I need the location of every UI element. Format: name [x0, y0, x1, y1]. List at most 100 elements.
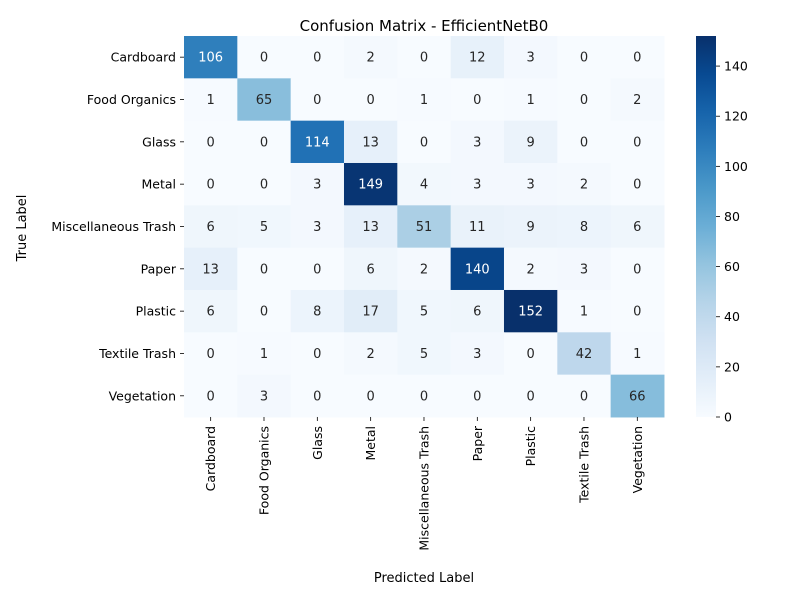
heatmap-cell: [343, 247, 398, 291]
cell-value-label: 6: [473, 305, 481, 320]
heatmap-cell: [237, 162, 292, 206]
heatmap-cell: [343, 120, 398, 164]
chart-title: Confusion Matrix - EfficientNetB0: [300, 17, 549, 35]
heatmap-cell: [557, 332, 612, 376]
heatmap-cell: [503, 332, 558, 376]
colorbar-tick-label: 60: [724, 259, 740, 274]
x-tick-label: Glass: [310, 426, 325, 460]
heatmap-cell: [290, 289, 345, 333]
cell-value-label: 0: [260, 135, 268, 150]
heatmap-cell: [184, 120, 238, 164]
cell-value-label: 6: [207, 305, 215, 320]
cell-value-label: 0: [207, 178, 215, 193]
heatmap-cell: [610, 120, 665, 164]
heatmap-cell: [290, 374, 345, 418]
heatmap-cell: [237, 247, 292, 291]
heatmap-cells: [184, 36, 665, 418]
cell-value-label: 3: [260, 389, 268, 404]
heatmap-cell: [237, 289, 292, 333]
cell-value-label: 2: [367, 51, 375, 66]
heatmap-cell: [610, 374, 665, 418]
heatmap-cell: [503, 78, 558, 122]
cell-value-label: 2: [367, 347, 375, 362]
cell-value-label: 1: [526, 93, 534, 108]
cell-value-label: 152: [518, 305, 543, 320]
cell-value-label: 3: [473, 178, 481, 193]
heatmap-cell: [503, 247, 558, 291]
heatmap-cell: [343, 289, 398, 333]
cell-value-label: 0: [580, 135, 588, 150]
cell-value-label: 3: [473, 135, 481, 150]
cell-value-label: 65: [256, 93, 273, 108]
heatmap-cell: [450, 205, 505, 249]
cell-value-label: 51: [416, 220, 433, 235]
heatmap-cell: [237, 374, 292, 418]
heatmap-cell: [184, 247, 238, 291]
cell-value-label: 1: [420, 93, 428, 108]
cell-value-label: 3: [580, 262, 588, 277]
cell-value-label: 9: [526, 135, 534, 150]
cell-value-label: 8: [580, 220, 588, 235]
cell-value-label: 3: [526, 178, 534, 193]
cell-value-label: 1: [260, 347, 268, 362]
y-tick-label: Metal: [141, 177, 176, 192]
cell-value-label: 0: [473, 93, 481, 108]
cell-value-label: 17: [362, 305, 379, 320]
cell-value-label: 140: [465, 262, 490, 277]
heatmap-cell: [610, 332, 665, 376]
colorbar-tick-label: 100: [724, 159, 748, 174]
heatmap-cell: [610, 289, 665, 333]
heatmap-cell: [290, 78, 345, 122]
heatmap-cell: [503, 162, 558, 206]
cell-value-label: 0: [633, 178, 641, 193]
cell-value-label: 13: [362, 135, 379, 150]
cell-value-label: 149: [358, 178, 383, 193]
heatmap-cell: [397, 78, 452, 122]
heatmap-cell: [450, 36, 505, 79]
cell-value-label: 13: [202, 262, 219, 277]
heatmap-cell: [557, 374, 612, 418]
x-tick-label: Paper: [470, 425, 485, 461]
heatmap-cell: [184, 205, 238, 249]
y-tick-label: Glass: [142, 134, 176, 149]
heatmap-cell: [610, 247, 665, 291]
x-tick-label: Metal: [363, 426, 378, 461]
heatmap-cell: [450, 247, 505, 291]
heatmap-cell: [557, 162, 612, 206]
y-tick-label: Vegetation: [109, 388, 176, 403]
cell-value-label: 2: [420, 262, 428, 277]
heatmap-cell: [237, 205, 292, 249]
y-axis-label: True Label: [15, 195, 30, 263]
cell-value-label: 0: [633, 262, 641, 277]
heatmap-cell: [557, 289, 612, 333]
cell-value-label: 8: [313, 305, 321, 320]
heatmap-cell: [397, 332, 452, 376]
heatmap-cell: [450, 162, 505, 206]
cell-value-label: 0: [420, 389, 428, 404]
cell-value-label: 0: [473, 389, 481, 404]
cell-value-label: 5: [420, 347, 428, 362]
heatmap-cell: [557, 205, 612, 249]
colorbar-tick-label: 140: [724, 59, 748, 74]
heatmap-cell: [290, 205, 345, 249]
heatmap-cell: [397, 247, 452, 291]
cell-value-label: 3: [526, 51, 534, 66]
cell-value-label: 1: [580, 305, 588, 320]
heatmap-cell: [290, 247, 345, 291]
x-tick-label: Food Organics: [257, 426, 272, 515]
x-tick-label: Vegetation: [630, 426, 645, 493]
cell-value-label: 2: [580, 178, 588, 193]
cell-value-label: 5: [420, 305, 428, 320]
cell-value-label: 66: [629, 389, 646, 404]
heatmap-cell: [503, 289, 558, 333]
cell-value-label: 1: [633, 347, 641, 362]
heatmap-cell: [237, 120, 292, 164]
y-tick-label: Textile Trash: [98, 346, 176, 361]
y-tick-label: Cardboard: [111, 50, 176, 65]
heatmap-cell: [343, 162, 398, 206]
y-axis-ticks: Cardboard Food Organics Glass Metal Miscella…: [51, 50, 184, 403]
heatmap-cell: [397, 289, 452, 333]
heatmap-cell: [557, 36, 612, 79]
heatmap-cell: [343, 78, 398, 122]
cell-value-label: 3: [313, 178, 321, 193]
